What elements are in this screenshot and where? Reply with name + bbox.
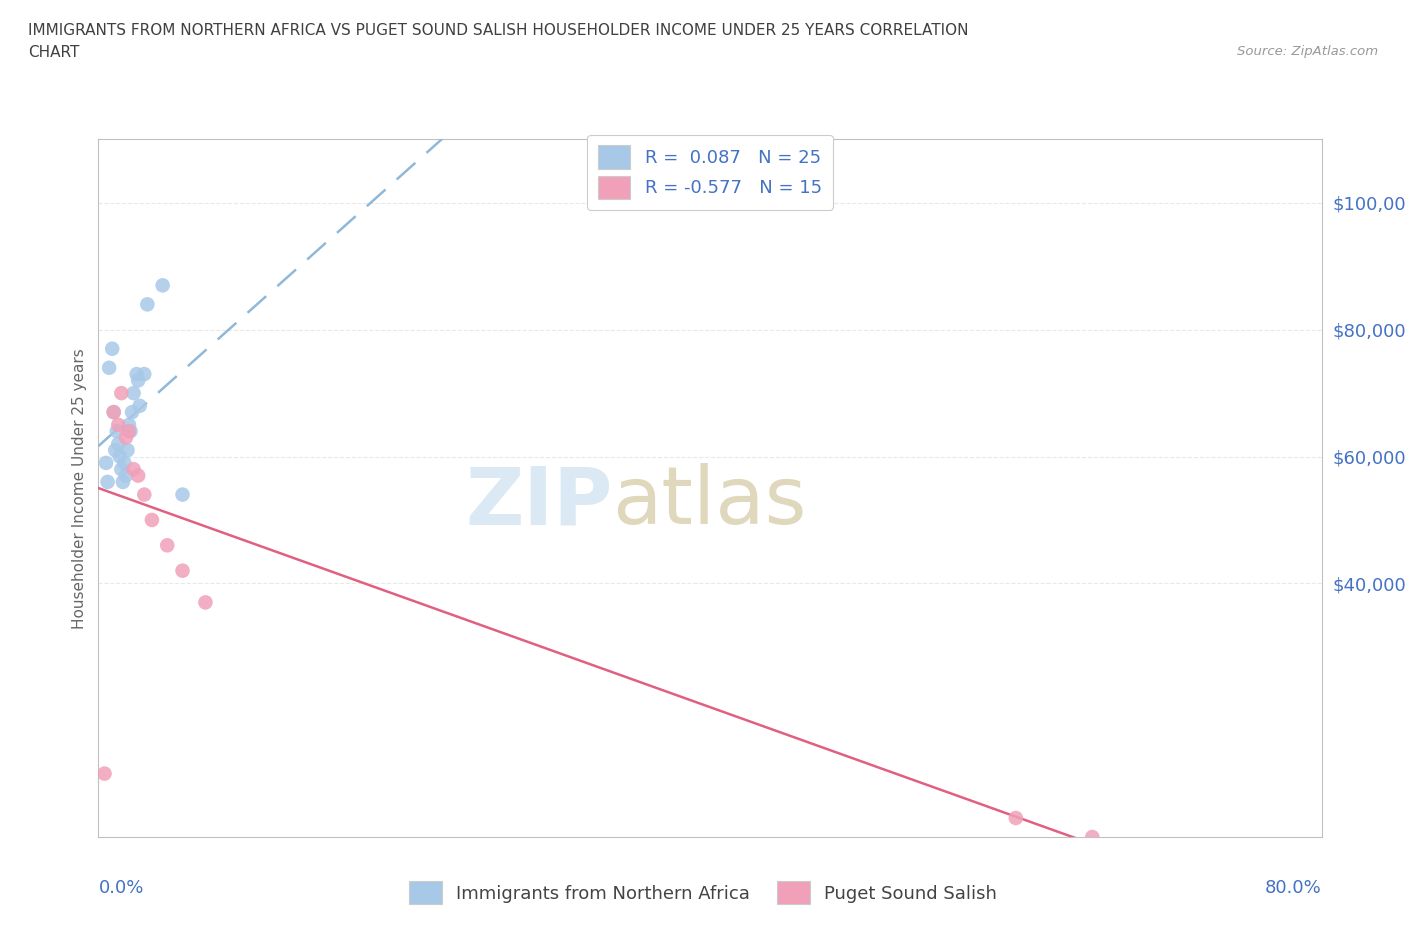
Point <box>118 424 141 439</box>
Point <box>111 474 134 489</box>
Point <box>121 405 143 419</box>
Point <box>127 468 149 483</box>
Point <box>172 564 194 578</box>
Point <box>118 418 141 432</box>
Point <box>1081 830 1104 844</box>
Point <box>107 436 129 451</box>
Text: ZIP: ZIP <box>465 463 612 541</box>
Text: 80.0%: 80.0% <box>1265 879 1322 897</box>
Text: Source: ZipAtlas.com: Source: ZipAtlas.com <box>1237 45 1378 58</box>
Point <box>152 278 174 293</box>
Point <box>115 430 138 445</box>
Point <box>97 474 120 489</box>
Point <box>103 405 125 419</box>
Text: atlas: atlas <box>612 463 807 541</box>
Point <box>110 462 132 477</box>
Point <box>108 449 131 464</box>
Text: CHART: CHART <box>28 45 80 60</box>
Point <box>115 468 138 483</box>
Point <box>141 512 163 527</box>
Point <box>127 373 149 388</box>
Legend: R =  0.087   N = 25, R = -0.577   N = 15: R = 0.087 N = 25, R = -0.577 N = 15 <box>588 135 832 210</box>
Point <box>103 405 125 419</box>
Point <box>110 386 132 401</box>
Point <box>128 398 150 413</box>
Point <box>94 456 117 471</box>
Point <box>105 424 128 439</box>
Point <box>136 297 159 312</box>
Point <box>117 443 139 458</box>
Y-axis label: Householder Income Under 25 years: Householder Income Under 25 years <box>72 348 87 629</box>
Point <box>98 360 121 375</box>
Point <box>156 538 179 552</box>
Point <box>104 443 127 458</box>
Point <box>134 487 156 502</box>
Point <box>122 462 145 477</box>
Point <box>101 341 124 356</box>
Legend: Immigrants from Northern Africa, Puget Sound Salish: Immigrants from Northern Africa, Puget S… <box>402 874 1004 911</box>
Point <box>134 366 156 381</box>
Point <box>1004 811 1026 826</box>
Point <box>172 487 194 502</box>
Point <box>107 418 129 432</box>
Point <box>120 424 142 439</box>
Point <box>112 456 135 471</box>
Point <box>93 766 115 781</box>
Point <box>194 595 217 610</box>
Text: 0.0%: 0.0% <box>98 879 143 897</box>
Point <box>122 386 145 401</box>
Text: IMMIGRANTS FROM NORTHERN AFRICA VS PUGET SOUND SALISH HOUSEHOLDER INCOME UNDER 2: IMMIGRANTS FROM NORTHERN AFRICA VS PUGET… <box>28 23 969 38</box>
Point <box>125 366 148 381</box>
